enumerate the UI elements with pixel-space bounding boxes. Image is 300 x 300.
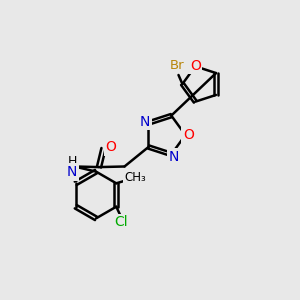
Text: N: N [67, 165, 77, 179]
Text: N: N [169, 150, 179, 164]
Text: H: H [67, 154, 77, 168]
Text: Cl: Cl [114, 215, 128, 229]
Text: O: O [183, 128, 194, 142]
Text: O: O [106, 140, 116, 154]
Text: Br: Br [170, 59, 184, 72]
Text: CH₃: CH₃ [124, 171, 146, 184]
Text: O: O [190, 59, 201, 73]
Text: N: N [140, 115, 150, 128]
